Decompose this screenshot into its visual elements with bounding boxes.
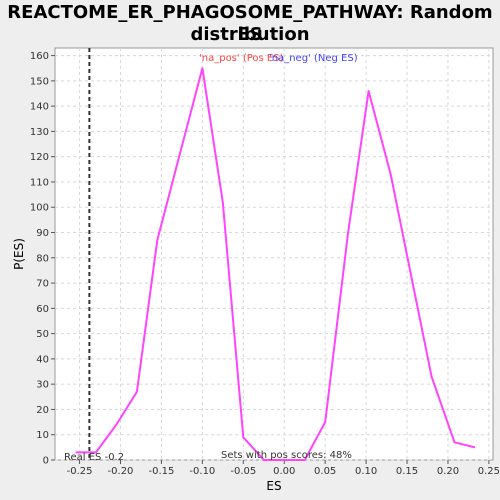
x-axis-label: ES	[266, 479, 281, 493]
x-tick-label: -0.10	[189, 466, 215, 477]
x-tick-label: 0.00	[273, 466, 295, 477]
legend-entry-pos: 'na_pos' (Pos ES)	[199, 53, 284, 64]
axis-layer: 0 10 20 30 40 50 60 70 80 90 100 110 120 130 140 150 160…	[30, 51, 500, 477]
chart-title-line-1: REACTOME_ER_PHAGOSOME_PATHWAY: Random ES	[7, 2, 493, 45]
x-tick-label: -0.20	[108, 466, 134, 477]
x-tick-label: -0.15	[148, 466, 174, 477]
y-axis-label: P(ES)	[12, 238, 26, 270]
sets-with-pos-scores-label: Sets with pos scores: 48%	[221, 450, 352, 461]
x-tick-label: 0.15	[396, 466, 418, 477]
es-distribution-line	[75, 67, 476, 461]
y-tick-label: 100	[30, 203, 49, 214]
y-tick-label: 80	[36, 253, 49, 264]
legend-entry-neg: 'na_neg' (Neg ES)	[269, 53, 358, 64]
y-tick-label: 50	[36, 329, 49, 340]
y-tick-label: 30	[36, 380, 49, 391]
x-tick-label: -0.25	[67, 466, 93, 477]
y-tick-label: 130	[30, 127, 49, 138]
y-tick-label: 110	[30, 177, 49, 188]
y-tick-label: 90	[36, 228, 49, 239]
y-tick-label: 140	[30, 102, 49, 113]
y-tick-label: 20	[36, 405, 49, 416]
y-tick-label: 10	[36, 430, 49, 441]
real-es-label: Real ES -0.2	[64, 452, 124, 463]
x-tick-label: 0.05	[314, 466, 336, 477]
y-tick-label: 0	[43, 456, 49, 467]
y-tick-label: 70	[36, 279, 49, 290]
x-tick-label: 0.25	[478, 466, 500, 477]
y-tick-label: 40	[36, 354, 49, 365]
plot-area	[54, 47, 494, 461]
x-tick-label: 0.10	[355, 466, 377, 477]
x-tick-label: -0.05	[230, 466, 256, 477]
y-tick-label: 60	[36, 304, 49, 315]
chart-title-line-2: distribution	[190, 24, 310, 45]
series-layer	[75, 67, 476, 461]
grid-layer	[55, 48, 493, 461]
x-tick-label: 0.20	[437, 466, 459, 477]
y-tick-label: 160	[30, 51, 49, 62]
y-tick-label: 120	[30, 152, 49, 163]
y-tick-label: 150	[30, 76, 49, 87]
